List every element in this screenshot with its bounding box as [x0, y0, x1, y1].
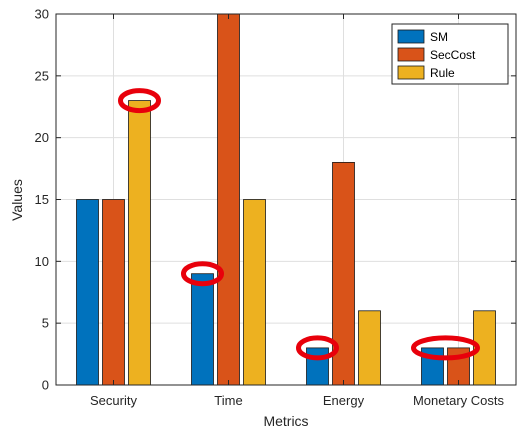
highlight-circle — [296, 335, 339, 361]
x-tick-label: Time — [214, 393, 242, 408]
highlight-circle — [181, 261, 224, 287]
bar-seccost-security — [102, 199, 125, 386]
y-tick-label: 15 — [35, 192, 49, 207]
annotation-circles — [118, 88, 480, 361]
legend-label: SM — [430, 30, 448, 44]
x-tick-label: Monetary Costs — [413, 393, 505, 408]
legend-swatch — [397, 65, 425, 80]
highlight-circle — [118, 88, 161, 114]
legend-label: Rule — [430, 66, 455, 80]
axes: 0 5 10 15 20 25 30 Security Time Energy Monetary C… — [35, 7, 517, 408]
bar-sm-security — [76, 199, 99, 386]
legend-swatch — [397, 29, 425, 44]
highlight-circle — [411, 335, 480, 361]
y-tick-label: 20 — [35, 130, 49, 145]
bar-rule-security — [128, 100, 151, 386]
bar-sm-time — [191, 273, 214, 386]
y-tick-label: 25 — [35, 68, 49, 83]
bar-sm-energy — [306, 347, 329, 386]
y-axis-label: Values — [9, 179, 25, 221]
y-tick-label: 0 — [42, 378, 49, 393]
legend-swatch — [397, 47, 425, 62]
y-tick-label: 10 — [35, 254, 49, 269]
y-tick-label: 30 — [35, 7, 49, 22]
y-tick-label: 5 — [42, 316, 49, 331]
bar-rule-energy — [358, 310, 381, 386]
legend: SM SecCost Rule — [391, 23, 509, 85]
bar-seccost-time — [217, 13, 240, 386]
legend-label: SecCost — [430, 48, 476, 62]
bar-rule-time — [243, 199, 266, 386]
x-tick-label: Security — [90, 393, 137, 408]
x-tick-label: Energy — [323, 393, 365, 408]
x-axis-label: Metrics — [263, 413, 308, 429]
bars — [76, 13, 496, 386]
